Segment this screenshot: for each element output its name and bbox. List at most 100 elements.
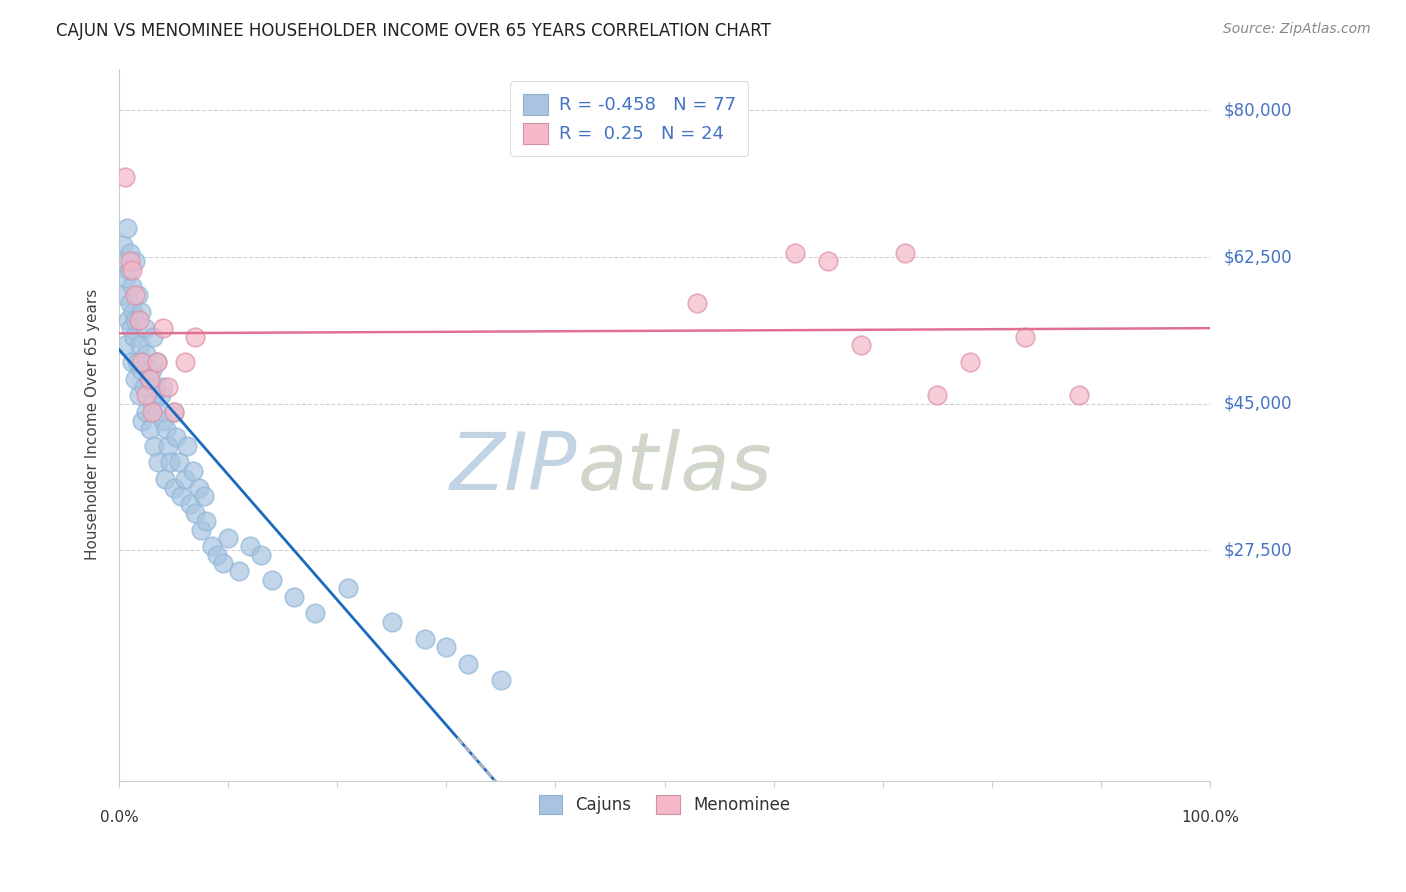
Point <box>115 220 138 235</box>
Point <box>118 254 141 268</box>
Point <box>124 288 146 302</box>
Legend: Cajuns, Menominee: Cajuns, Menominee <box>530 787 799 822</box>
Point <box>138 372 160 386</box>
Point <box>283 590 305 604</box>
Point <box>162 405 184 419</box>
Point <box>239 539 262 553</box>
Point <box>184 330 207 344</box>
Point <box>152 321 174 335</box>
Point <box>127 288 149 302</box>
Point <box>959 355 981 369</box>
Point <box>489 673 512 688</box>
Point <box>434 640 457 654</box>
Y-axis label: Householder Income Over 65 years: Householder Income Over 65 years <box>86 289 100 560</box>
Point <box>260 573 283 587</box>
Point <box>128 388 150 402</box>
Point <box>162 405 184 419</box>
Point <box>122 304 145 318</box>
Point <box>927 388 949 402</box>
Point <box>190 523 212 537</box>
Point <box>128 338 150 352</box>
Point <box>143 439 166 453</box>
Point <box>110 254 132 268</box>
Point <box>138 372 160 386</box>
Point <box>173 355 195 369</box>
Point <box>157 439 180 453</box>
Point <box>124 254 146 268</box>
Point <box>111 288 134 302</box>
Point <box>135 405 157 419</box>
Point <box>207 548 229 562</box>
Point <box>162 481 184 495</box>
Point <box>143 380 166 394</box>
Point <box>176 439 198 453</box>
Text: atlas: atlas <box>578 428 772 507</box>
Point <box>124 372 146 386</box>
Point <box>124 330 146 344</box>
Point <box>193 489 215 503</box>
Point <box>135 388 157 402</box>
Point <box>118 296 141 310</box>
Point <box>457 657 479 671</box>
Point <box>155 422 177 436</box>
Text: $62,500: $62,500 <box>1225 248 1292 266</box>
Point <box>337 581 360 595</box>
Point <box>686 296 709 310</box>
Text: 100.0%: 100.0% <box>1181 810 1239 824</box>
Point <box>134 380 156 394</box>
Text: $45,000: $45,000 <box>1225 395 1292 413</box>
Point <box>153 472 176 486</box>
Point <box>125 355 148 369</box>
Point <box>117 313 139 327</box>
Point <box>179 497 201 511</box>
Text: $80,000: $80,000 <box>1225 102 1292 120</box>
Text: Source: ZipAtlas.com: Source: ZipAtlas.com <box>1223 22 1371 37</box>
Point <box>184 506 207 520</box>
Point <box>181 464 204 478</box>
Point <box>129 304 152 318</box>
Point <box>134 321 156 335</box>
Point <box>159 455 181 469</box>
Point <box>849 338 872 352</box>
Point <box>167 455 190 469</box>
Point <box>157 380 180 394</box>
Point <box>114 271 136 285</box>
Text: CAJUN VS MENOMINEE HOUSEHOLDER INCOME OVER 65 YEARS CORRELATION CHART: CAJUN VS MENOMINEE HOUSEHOLDER INCOME OV… <box>56 22 770 40</box>
Point <box>129 355 152 369</box>
Point <box>121 279 143 293</box>
Point <box>173 472 195 486</box>
Text: 0.0%: 0.0% <box>100 810 138 824</box>
Point <box>148 455 170 469</box>
Point <box>817 254 839 268</box>
Point <box>129 363 152 377</box>
Point <box>141 405 163 419</box>
Point <box>132 355 155 369</box>
Point <box>121 355 143 369</box>
Point <box>304 607 326 621</box>
Point <box>217 531 239 545</box>
Point <box>893 246 915 260</box>
Point <box>128 313 150 327</box>
Point <box>785 246 807 260</box>
Point <box>413 632 436 646</box>
Point <box>121 262 143 277</box>
Point <box>201 539 224 553</box>
Point <box>114 170 136 185</box>
Point <box>118 262 141 277</box>
Point <box>112 237 135 252</box>
Point <box>114 338 136 352</box>
Point <box>138 422 160 436</box>
Point <box>1069 388 1091 402</box>
Point <box>118 246 141 260</box>
Point <box>187 481 209 495</box>
Point <box>146 355 169 369</box>
Text: $27,500: $27,500 <box>1225 541 1292 559</box>
Point <box>142 330 165 344</box>
Point <box>146 405 169 419</box>
Point <box>120 321 142 335</box>
Point <box>135 346 157 360</box>
Point <box>124 313 146 327</box>
Point <box>250 548 273 562</box>
Point <box>141 397 163 411</box>
Point <box>1014 330 1036 344</box>
